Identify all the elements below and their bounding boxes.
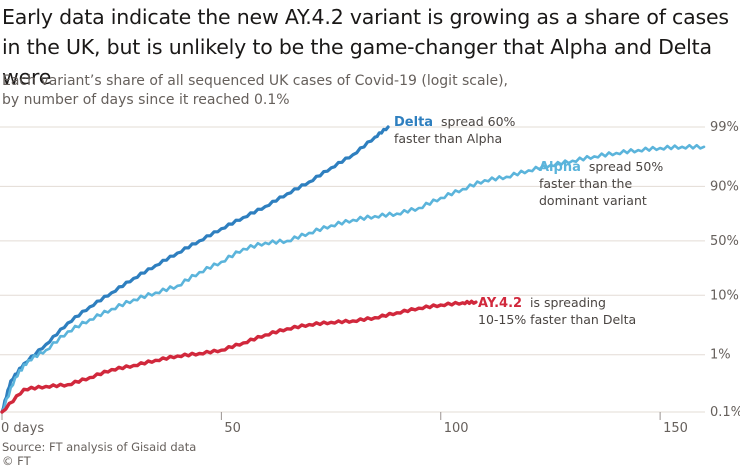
delta-annotation-line1: spread 60% <box>441 114 515 129</box>
footer: Source: FT analysis of Gisaid data © FT <box>2 440 196 468</box>
alpha-annotation-line3: dominant variant <box>539 193 647 208</box>
y-tick-label-0-1: 0.1% <box>710 405 740 420</box>
chart-title: Early data indicate the new AY.4.2 varia… <box>2 5 729 89</box>
alpha-annotation-name: Alpha <box>539 160 581 175</box>
svg-text:Alpha spread 50%: Alpha spread 50% <box>539 159 663 175</box>
delta-annotation-name: Delta <box>394 115 433 130</box>
x-axis-ticks: 0 days 50 100 150 <box>1 412 688 436</box>
alpha-annotation-line1: spread 50% <box>589 159 663 174</box>
alpha-series-line <box>0 143 706 414</box>
svg-text:AY.4.2 is spreading: AY.4.2 is spreading <box>478 295 606 311</box>
y-tick-label-50: 50% <box>710 234 739 249</box>
source-note: Source: FT analysis of Gisaid data <box>2 440 197 454</box>
svg-text:Delta spread 60%: Delta spread 60% <box>394 114 516 130</box>
y-tick-label-1: 1% <box>710 348 731 363</box>
ft-credit: © FT <box>2 454 31 468</box>
subtitle-line-1: Each variant’s share of all sequenced UK… <box>2 73 508 89</box>
x-tick-label-150: 150 <box>663 421 688 436</box>
x-tick-label-0: 0 days <box>1 421 44 436</box>
gridlines <box>0 126 705 413</box>
x-tick-label-100: 100 <box>444 421 469 436</box>
y-tick-label-10: 10% <box>710 288 739 303</box>
chart-subtitle: Each variant’s share of all sequenced UK… <box>2 72 508 110</box>
ay42-annotation-line1: is spreading <box>530 295 606 310</box>
ay42-annotation-line2: 10-15% faster than Delta <box>478 312 636 327</box>
delta-annotation-line2: faster than Alpha <box>394 131 502 146</box>
x-tick-label-50: 50 <box>224 421 241 436</box>
y-axis-labels: 99% 90% 50% 10% 1% 0.1% <box>710 120 740 420</box>
y-tick-label-99: 99% <box>710 120 739 135</box>
ay42-series-line <box>0 299 478 414</box>
y-tick-label-90: 90% <box>710 179 739 194</box>
delta-series-line <box>0 125 390 414</box>
alpha-annotation-line2: faster than the <box>539 176 632 191</box>
ay42-annotation-name: AY.4.2 <box>478 296 522 311</box>
annotations: Delta spread 60% faster than Alpha Alpha… <box>394 114 663 327</box>
subtitle-line-2: by number of days since it reached 0.1% <box>2 92 290 108</box>
series-lines <box>0 125 706 414</box>
